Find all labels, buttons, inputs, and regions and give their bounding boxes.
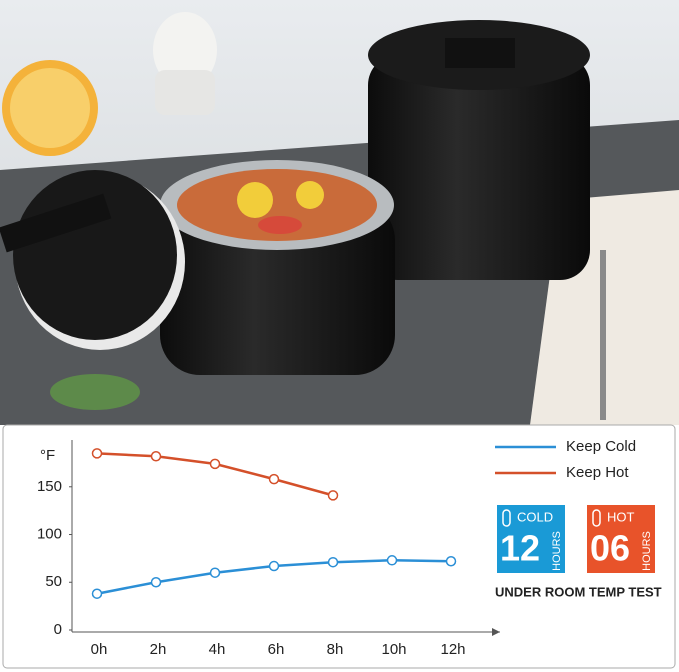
caption: UNDER ROOM TEMP TEST bbox=[495, 584, 662, 599]
x-tick-label: 12h bbox=[440, 641, 465, 658]
point bbox=[386, 555, 398, 566]
product-photo bbox=[0, 0, 679, 425]
x-tick-label: 10h bbox=[381, 641, 406, 658]
legend-label: Keep Cold bbox=[566, 438, 636, 455]
x-tick-label: 8h bbox=[327, 641, 344, 658]
badge-label: HOT bbox=[607, 509, 635, 524]
y-tick-label: 50 bbox=[45, 573, 62, 590]
point bbox=[327, 490, 339, 501]
legend-label: Keep Hot bbox=[566, 464, 629, 481]
point bbox=[209, 458, 221, 470]
point bbox=[327, 556, 339, 568]
point bbox=[91, 588, 103, 599]
y-tick-label: 150 bbox=[37, 478, 62, 495]
point bbox=[150, 577, 162, 588]
badge-unit: HOURS bbox=[641, 531, 653, 571]
x-tick-label: 4h bbox=[209, 641, 226, 658]
y-tick-label: 0 bbox=[54, 621, 62, 638]
x-tick-label: 2h bbox=[150, 641, 167, 658]
point bbox=[268, 473, 280, 485]
x-axis-arrow bbox=[492, 628, 500, 636]
badge-number: 06 bbox=[590, 528, 630, 569]
badge-number: 12 bbox=[500, 528, 540, 569]
badge-icon bbox=[592, 509, 601, 527]
x-tick-label: 0h bbox=[91, 641, 108, 658]
point bbox=[268, 560, 280, 572]
badge-label: COLD bbox=[517, 509, 553, 524]
point bbox=[209, 567, 221, 578]
point bbox=[150, 450, 162, 462]
badge bbox=[587, 505, 655, 573]
badge-unit: HOURS bbox=[551, 531, 563, 571]
point bbox=[91, 448, 103, 459]
point bbox=[445, 556, 457, 567]
badge-icon bbox=[502, 509, 511, 527]
y-axis-unit: °F bbox=[40, 447, 55, 464]
x-tick-label: 6h bbox=[268, 641, 285, 658]
badge bbox=[497, 505, 565, 573]
y-tick-label: 100 bbox=[37, 525, 62, 542]
chart-panel bbox=[2, 424, 676, 669]
